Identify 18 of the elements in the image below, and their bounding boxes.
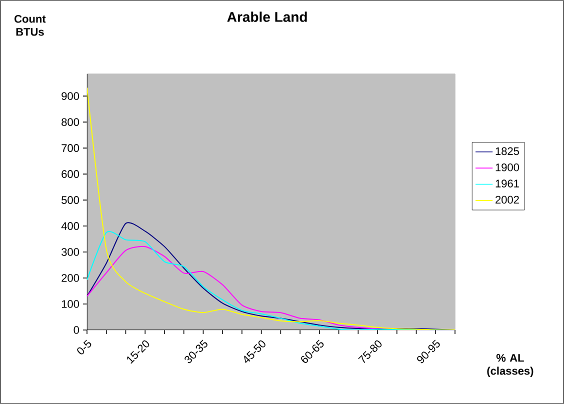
legend-label: 1961 [496, 180, 519, 188]
y-tick-label: 700 [62, 144, 80, 152]
legend-label: 1900 [496, 163, 520, 172]
y-tick-label: 0 [74, 326, 80, 334]
legend-label: 1825 [496, 147, 519, 156]
y-tick-label: 100 [62, 300, 80, 308]
x-tick-label: 0-5 [77, 340, 92, 354]
x-axis-title: % AL (classes) [487, 354, 534, 377]
y-tick-label: 200 [62, 274, 80, 282]
y-axis-title: Count BTUs [14, 14, 46, 36]
chart-title: Arable Land [227, 12, 307, 22]
y-tick-label: 300 [62, 248, 80, 256]
y-tick-label: 800 [62, 118, 80, 126]
legend-label: 2002 [496, 196, 519, 204]
y-tick-label: 600 [62, 170, 80, 178]
y-tick-label: 900 [62, 92, 80, 100]
y-tick-label: 400 [61, 222, 80, 230]
y-tick-label: 500 [62, 196, 80, 204]
